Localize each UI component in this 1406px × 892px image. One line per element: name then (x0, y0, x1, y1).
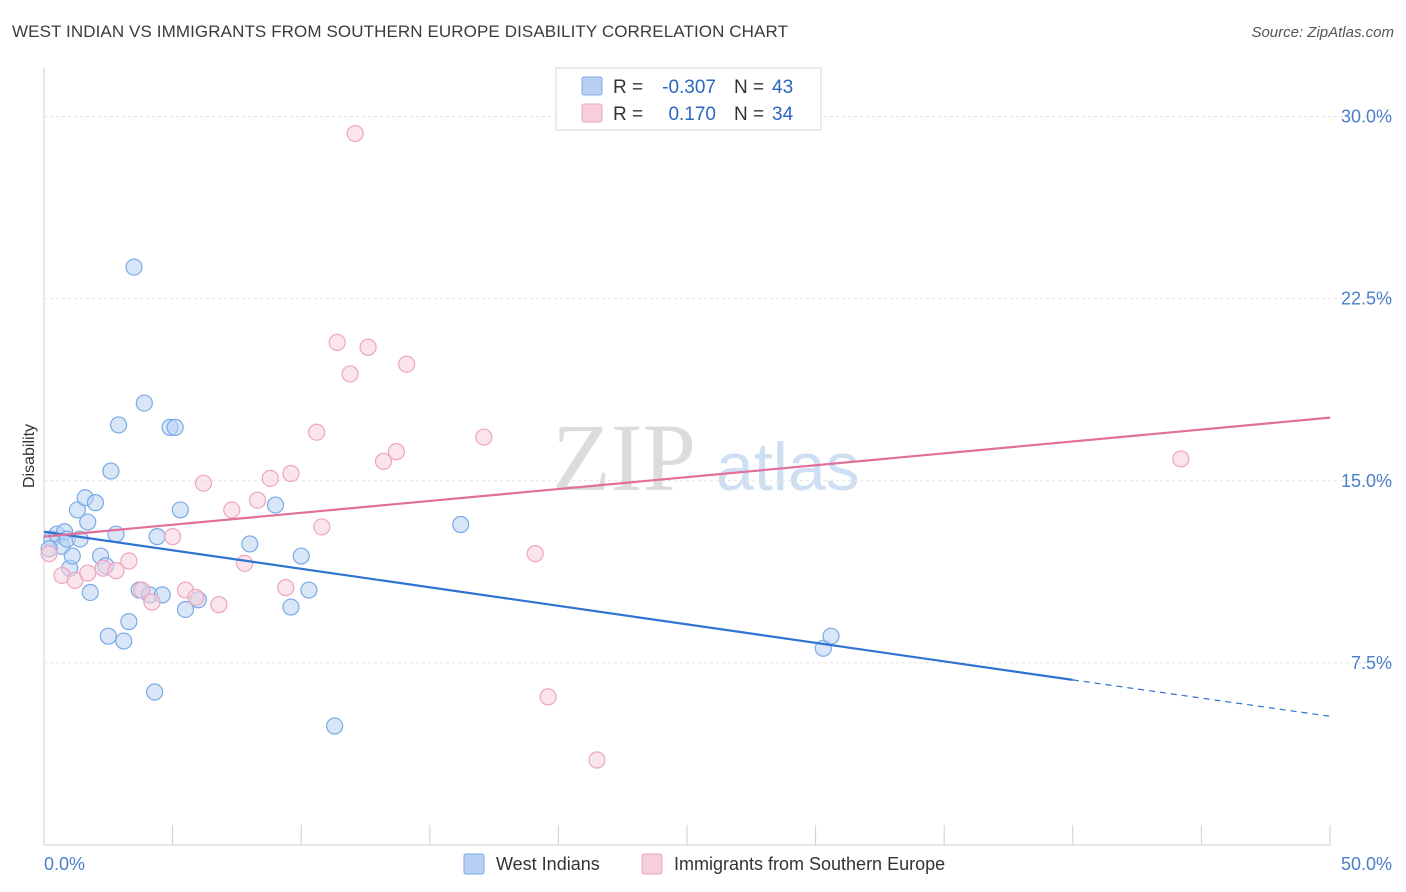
west-indians-point-11 (81, 583, 99, 602)
x-tick-label-min: 0.0% (44, 854, 85, 874)
west-indians-point-21 (125, 258, 143, 276)
southern-europe-point-31 (539, 688, 557, 706)
west-indians-point-23 (135, 394, 153, 412)
southern-europe-point-19 (282, 464, 300, 483)
source-label: Source: ZipAtlas.com (1251, 24, 1394, 41)
y-tick-labels: 7.5% 15.0% 22.5% 30.0% (1341, 107, 1392, 673)
west-indians-point-6 (63, 547, 81, 565)
west-indians-point-36 (292, 547, 310, 565)
southern-europe-point-16 (248, 491, 267, 509)
stats-r-label-1: R = (613, 77, 643, 98)
west-indians-point-19 (115, 632, 133, 650)
y-tick-label-2: 22.5% (1341, 289, 1392, 309)
southern-europe-point-6 (120, 552, 138, 570)
west-indians-point-7 (68, 501, 87, 519)
west-indians-point-37 (300, 581, 318, 599)
southern-europe-point-9 (164, 528, 182, 546)
west-indians-point-34 (266, 496, 285, 514)
west-indians-point-41 (822, 627, 840, 645)
southern-europe-point-3 (79, 564, 97, 582)
southern-europe-point-29 (475, 428, 493, 446)
west-indians-point-30 (171, 501, 189, 519)
series-legend: West Indians Immigrants from Southern Eu… (463, 853, 945, 875)
southern-europe-point-25 (359, 338, 377, 356)
stats-legend: R = -0.307 N = 43 R = 0.170 N = 34 (555, 67, 822, 131)
west-indians-point-39 (452, 515, 470, 534)
southern-europe-point-14 (223, 501, 241, 519)
west-indians-point-15 (99, 627, 117, 645)
west-indians-point-16 (102, 462, 120, 480)
southern-europe-point-28 (398, 355, 416, 373)
southern-europe-point-17 (261, 469, 279, 487)
southern-europe-point-33 (1172, 450, 1190, 468)
southern-europe-point-15 (236, 554, 254, 572)
southern-europe-point-24 (346, 124, 364, 143)
southern-europe-point-20 (308, 423, 326, 441)
chart-title: WEST INDIAN VS IMMIGRANTS FROM SOUTHERN … (12, 22, 789, 41)
stats-n-label-2: N = (734, 104, 764, 125)
southern-europe-point-27 (387, 443, 405, 461)
southern-europe-point-11 (187, 588, 205, 606)
southern-europe-point-23 (341, 365, 359, 383)
legend-label-west-indians: West Indians (496, 854, 600, 874)
stats-swatch-southern-europe (581, 103, 603, 123)
southern-europe-point-22 (328, 333, 346, 351)
trend-lines (43, 416, 1331, 717)
y-tick-label-1: 15.0% (1341, 471, 1392, 491)
y-axis-title: Disability (21, 424, 38, 488)
southern-europe-point-30 (526, 545, 544, 563)
southern-europe-point-12 (194, 474, 213, 492)
southern-europe-point-8 (143, 593, 161, 611)
southern-europe-point-21 (313, 518, 331, 536)
southern-europe-point-13 (210, 596, 228, 614)
gridlines (44, 116, 1392, 664)
stats-n-label-1: N = (734, 77, 764, 98)
data-points (40, 124, 1190, 769)
west-indians-point-25 (145, 683, 164, 701)
west-indians-point-33 (241, 535, 259, 553)
southern-europe-point-5 (107, 562, 125, 580)
x-ticks (43, 825, 1331, 845)
southern-europe-point-0 (40, 545, 58, 563)
x-tick-label-max: 50.0% (1341, 854, 1392, 874)
stats-n-value-2: 34 (772, 104, 794, 125)
stats-n-value-1: 43 (772, 77, 793, 98)
southern-europe-point-32 (588, 751, 606, 769)
west-indians-trend-extension (1072, 679, 1331, 717)
southern-europe-point-2 (66, 571, 84, 589)
west-indians-point-38 (326, 717, 344, 735)
west-indians-point-12 (86, 494, 105, 512)
stats-r-value-2: 0.170 (668, 104, 716, 125)
west-indians-point-31 (176, 600, 195, 619)
west-indians-point-10 (79, 513, 97, 531)
southern-europe-point-26 (374, 452, 393, 470)
southern-europe-trend-line (43, 416, 1331, 538)
legend-swatch-west-indians (463, 853, 485, 875)
west-indians-trend-line (43, 530, 1073, 681)
y-tick-label-3: 30.0% (1341, 107, 1392, 127)
watermark-zip: ZIP (552, 404, 696, 511)
west-indians-point-26 (148, 528, 166, 546)
southern-europe-point-18 (277, 579, 295, 597)
stats-r-value-1: -0.307 (662, 77, 716, 98)
west-indians-point-20 (120, 613, 138, 631)
stats-r-label-2: R = (613, 104, 643, 125)
west-indians-point-29 (166, 418, 184, 436)
west-indians-point-35 (282, 598, 300, 616)
y-tick-label-0: 7.5% (1351, 653, 1392, 673)
legend-label-southern-europe: Immigrants from Southern Europe (674, 854, 945, 874)
legend-swatch-southern-europe (641, 853, 663, 875)
west-indians-point-18 (109, 416, 128, 434)
southern-europe-point-7 (133, 581, 151, 599)
watermark: ZIP atlas (552, 404, 860, 511)
stats-swatch-west-indians (581, 76, 603, 96)
